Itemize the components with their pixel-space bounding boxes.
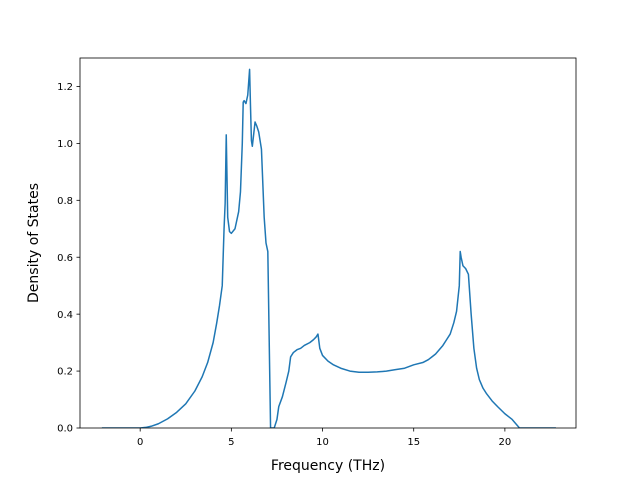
plot-layer [101,68,556,428]
y-tick-label: 0.6 [57,253,73,264]
tick-layer: 0 5 10 15 20 0.0 0.2 0.4 0.6 0.8 1.0 1.2 [57,82,511,448]
dos-series-line [101,68,556,428]
x-tick-label: 10 [316,437,329,448]
x-tick-label: 20 [499,437,512,448]
x-axis-label: Frequency (THz) [271,458,385,474]
y-tick-label: 1.0 [57,139,73,150]
x-tick-label: 15 [407,437,420,448]
axes-frame [79,57,577,429]
y-tick-label: 0.8 [57,196,73,207]
y-tick-label: 1.2 [57,82,73,93]
y-tick-label: 0.0 [57,424,73,435]
y-tick-label: 0.2 [57,367,73,378]
y-axis-label: Density of States [26,183,42,303]
x-tick-label: 0 [137,437,143,448]
x-tick-label: 5 [228,437,234,448]
y-tick-label: 0.4 [57,310,73,321]
